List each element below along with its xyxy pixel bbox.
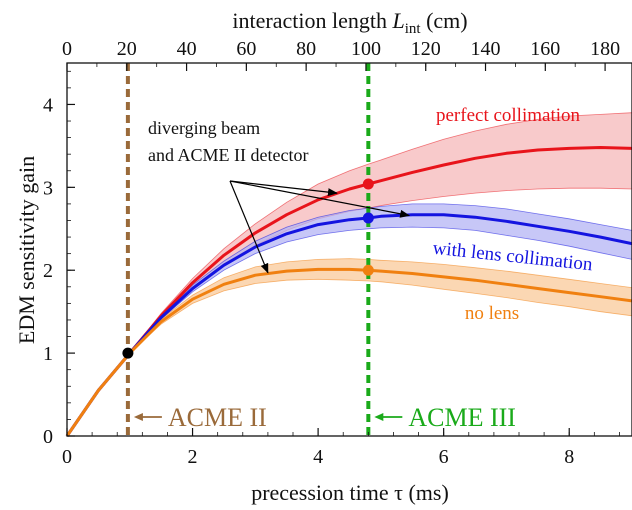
point-0	[122, 347, 134, 359]
x-axis-title: precession time τ (ms)	[251, 480, 449, 505]
top-tick-label-0: 0	[62, 38, 72, 60]
annotation-arrow-0	[229, 180, 338, 197]
y-tick-label-0: 0	[43, 426, 53, 448]
y-tick-label-1: 1	[43, 343, 53, 365]
curve-2	[65, 267, 632, 437]
marker-arrowhead-1	[374, 413, 384, 421]
top-tick-label-3: 60	[236, 38, 256, 60]
experiment-markers: ACME II ACME III	[125, 63, 516, 436]
y-tick-label-3: 3	[43, 177, 53, 199]
top-axis-ticks: 0 20 40 60 80 100 120 140 160 180	[62, 38, 620, 71]
annotation-arrow-2	[229, 180, 269, 274]
highlight-points	[122, 178, 374, 359]
top-tick-label-1: 20	[117, 38, 137, 60]
y-axis-title: EDM sensitivity gain	[14, 156, 39, 344]
uncertainty-bands	[66, 112, 632, 437]
annotation-arrow-1	[229, 180, 411, 218]
top-axis-title-sub: int	[405, 21, 422, 37]
marker-label-1: ACME III	[408, 403, 516, 432]
plot-frame	[66, 62, 632, 437]
x-tick-label-3: 6	[439, 446, 449, 468]
band-2	[66, 258, 632, 437]
top-tick-label-4: 80	[296, 38, 316, 60]
y-tick-label-4: 4	[43, 94, 53, 116]
annotation: diverging beam and ACME II detector	[148, 118, 411, 274]
annotation-line-1: and ACME II detector	[148, 145, 308, 165]
gain-curves	[65, 146, 632, 437]
top-tick-label-8: 160	[530, 38, 560, 60]
point-1	[362, 178, 374, 190]
series-label-0: perfect collimation	[436, 105, 581, 126]
curve-0	[65, 146, 632, 437]
top-tick-label-9: 180	[590, 38, 620, 60]
top-tick-label-6: 120	[411, 38, 441, 60]
x-tick-label-0: 0	[62, 446, 72, 468]
top-tick-label-2: 40	[177, 38, 197, 60]
y-axis-ticks: 0 1 2 3 4	[43, 70, 75, 448]
top-axis-title: interaction length Lint (cm)	[232, 8, 467, 37]
marker-label-0: ACME II	[168, 403, 267, 432]
annotation-line-0: diverging beam	[148, 118, 260, 138]
x-tick-label-1: 2	[188, 446, 198, 468]
curve-1	[65, 213, 632, 437]
top-axis-title-suffix: (cm)	[421, 8, 468, 33]
series-label-2: no lens	[465, 303, 519, 324]
point-3	[362, 264, 374, 276]
band-1	[66, 203, 632, 437]
y-tick-label-2: 2	[43, 260, 53, 282]
x-tick-label-2: 4	[313, 446, 323, 468]
top-tick-label-7: 140	[471, 38, 501, 60]
top-axis-title-prefix: interaction length	[232, 8, 392, 33]
x-axis-ticks: 0 2 4 6 8	[62, 428, 620, 468]
x-tick-label-4: 8	[564, 446, 574, 468]
top-tick-label-5: 100	[351, 38, 381, 60]
marker-arrowhead-0	[133, 413, 143, 421]
point-2	[362, 212, 374, 224]
top-axis-title-var: L	[391, 8, 404, 33]
